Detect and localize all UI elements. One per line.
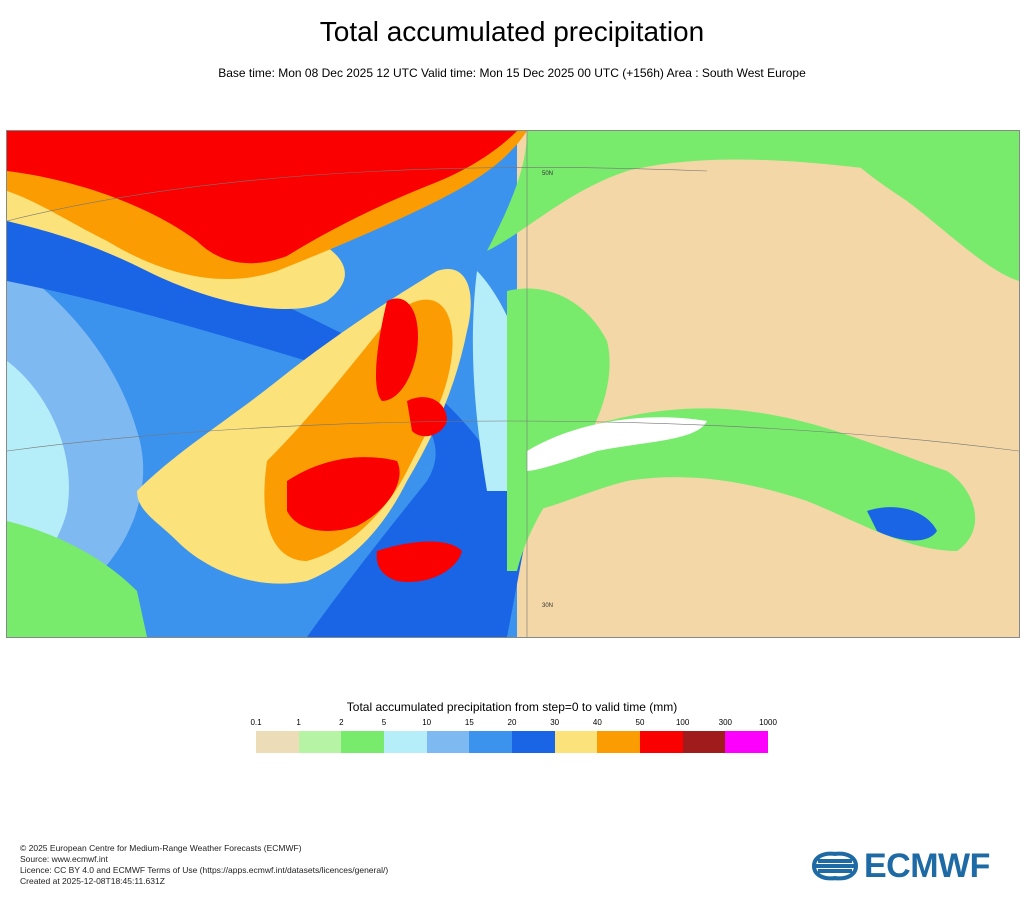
map-region-southwest-green [7, 521, 147, 637]
legend-tick-label: 15 [464, 718, 474, 727]
map-region-north-red [7, 131, 517, 264]
legend-swatch [639, 731, 683, 753]
legend-swatch [383, 731, 427, 753]
map-graticule [7, 131, 1019, 637]
lat-label-north: 50N [542, 171, 553, 177]
legend-swatch [597, 731, 640, 753]
page-subtitle: Base time: Mon 08 Dec 2025 12 UTC Valid … [218, 66, 806, 80]
map-region-med-blue [867, 507, 937, 541]
legend-swatch [511, 731, 555, 753]
footer-credits: © 2025 European Centre for Medium-Range … [20, 843, 388, 887]
legend-tick-label: 20 [507, 718, 517, 727]
map-region-central-red-east [407, 397, 447, 437]
lat-label-south: 30N [542, 603, 553, 609]
legend-tick-label: 300 [718, 718, 733, 727]
ecmwf-logo-text: ECMWF [864, 846, 990, 885]
legend-tick-label: 1000 [759, 718, 777, 727]
page-title: Total accumulated precipitation [319, 16, 705, 47]
legend-tick-label: 10 [422, 718, 432, 727]
map-region-central-red-south [287, 457, 400, 531]
legend-tick-label: 2 [339, 718, 344, 727]
legend-tick-label: 1 [296, 718, 301, 727]
footer-licence: Licence: CC BY 4.0 and ECMWF Terms of Us… [20, 865, 389, 875]
map-region-dry-white [527, 417, 707, 471]
legend-tick-label: 5 [381, 718, 387, 727]
footer-source: Source: www.ecmwf.int [20, 854, 108, 864]
legend-swatch [298, 731, 342, 753]
legend-swatch [426, 731, 470, 753]
legend-tick-label: 100 [675, 718, 690, 727]
legend-title: Total accumulated precipitation from ste… [346, 700, 678, 714]
ecmwf-logo[interactable]: ECMWF [812, 846, 1008, 886]
legend-ticks: 0.1 1 2 5 10 15 20 30 40 50 100 300 1000 [250, 718, 776, 728]
map-region-central-red-north [375, 298, 418, 401]
map-region-south-red [376, 541, 462, 582]
map-region-dark-blue [7, 191, 527, 637]
legend-tick-label: 30 [550, 718, 560, 727]
footer-copyright: © 2025 European Centre for Medium-Range … [20, 843, 302, 853]
legend-swatch [469, 731, 512, 753]
ecmwf-logo-icon [812, 851, 858, 881]
footer-created: Created at 2025-12-08T18:45:11.631Z [20, 876, 165, 886]
legend-swatch [256, 731, 299, 753]
precipitation-map[interactable]: 50N 30N [6, 130, 1020, 638]
legend-swatch [682, 731, 726, 753]
legend-swatch [341, 731, 384, 753]
legend-swatch [725, 731, 768, 753]
legend-color-bar [256, 731, 768, 753]
legend-swatch [554, 731, 598, 753]
legend-tick-label: 0.1 [250, 718, 262, 727]
legend-tick-label: 50 [635, 718, 645, 727]
legend-tick-label: 40 [592, 718, 602, 727]
map-region-northeast-green [827, 131, 1019, 281]
